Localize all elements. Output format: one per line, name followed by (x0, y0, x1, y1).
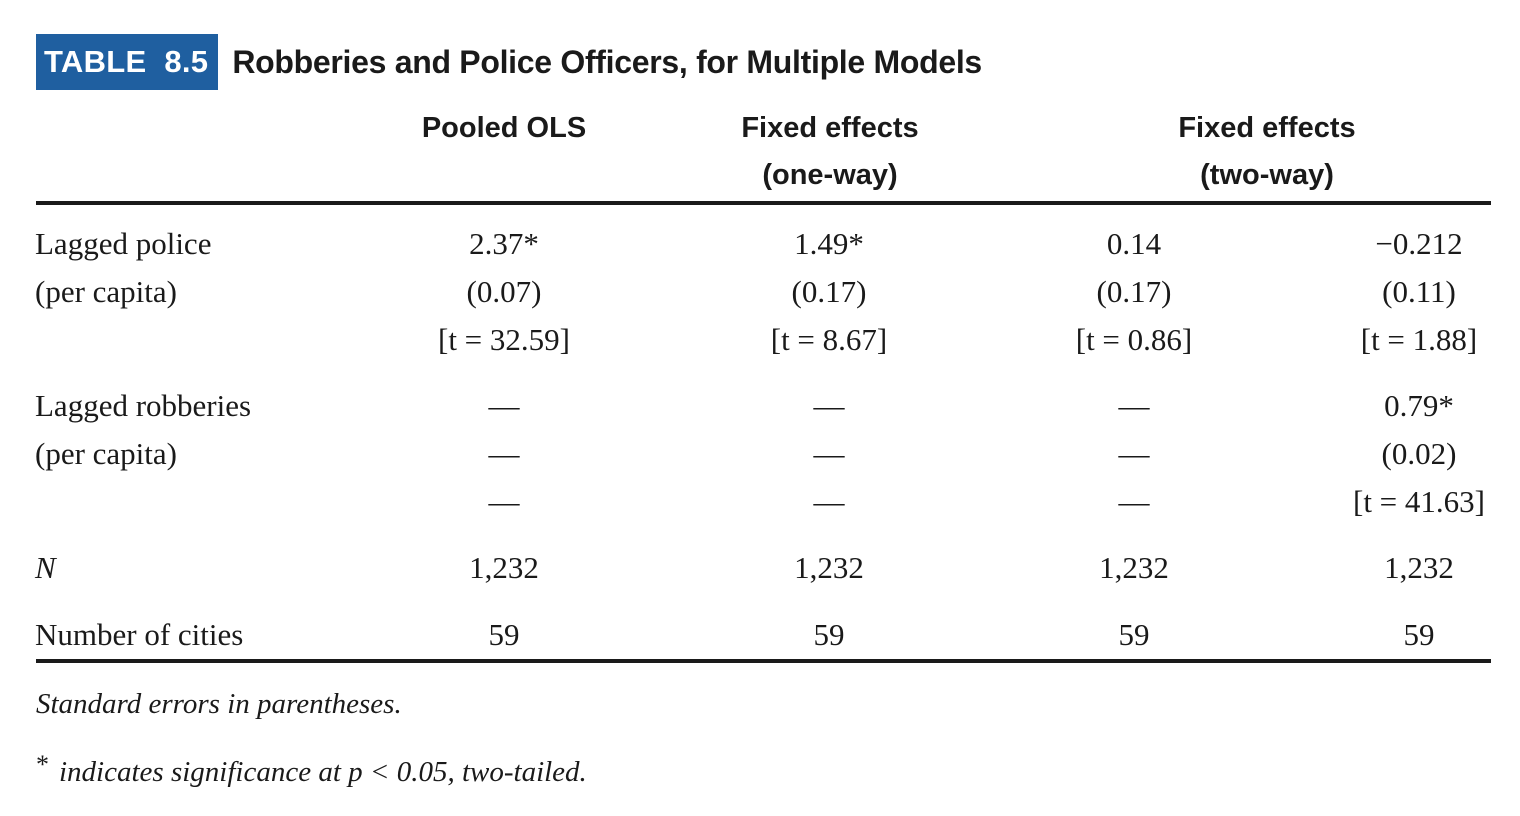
n-fe-twoway: 1,232 (1099, 550, 1169, 585)
note-asterisk: * (36, 750, 49, 779)
row-label-n: N (35, 550, 56, 585)
header-fe-twoway-line2: (two-way) (1200, 159, 1334, 191)
cities-fe-twoway: 59 (1118, 617, 1150, 652)
police-fe-twoway-coef: 0.14 (1106, 226, 1162, 261)
n-pooled: 1,232 (469, 550, 539, 585)
cities-lagged-dv: 59 (1403, 617, 1435, 652)
row-label-lagged-robberies-unit: (per capita) (35, 436, 177, 471)
robberies-fe-oneway-t: — (813, 484, 845, 519)
police-pooled-coef: 2.37* (469, 226, 539, 261)
police-pooled-se: (0.07) (466, 274, 542, 309)
robberies-fe-oneway-coef: — (813, 388, 845, 423)
header-rule (36, 201, 1491, 205)
table-number-label: TABLE 8.5 (36, 34, 219, 90)
cities-pooled: 59 (488, 617, 520, 652)
n-lagged-dv: 1,232 (1384, 550, 1454, 585)
police-fe-oneway-se: (0.17) (791, 274, 867, 309)
police-fe-twoway-t: [t = 0.86] (1075, 322, 1193, 357)
police-lagged-dv-t: [t = 1.88] (1360, 322, 1478, 357)
header-fe-oneway-line1: Fixed effects (741, 112, 919, 144)
police-fe-twoway-se: (0.17) (1096, 274, 1172, 309)
row-label-lagged-police-unit: (per capita) (35, 274, 177, 309)
robberies-fe-twoway-coef: — (1118, 388, 1150, 423)
robberies-pooled-se: — (488, 436, 520, 471)
header-fe-twoway-line1: Fixed effects (1178, 112, 1356, 144)
table-title-row: TABLE 8.5 Robberies and Police Officers,… (36, 34, 982, 90)
police-fe-oneway-coef: 1.49* (794, 226, 864, 261)
robberies-fe-oneway-se: — (813, 436, 845, 471)
robberies-lagged-dv-t: [t = 41.63] (1353, 484, 1485, 519)
robberies-fe-twoway-t: — (1118, 484, 1150, 519)
cities-fe-oneway: 59 (813, 617, 845, 652)
header-pooled-ols: Pooled OLS (421, 112, 587, 144)
bottom-rule (36, 659, 1491, 663)
row-label-number-of-cities: Number of cities (35, 617, 244, 652)
row-label-lagged-robberies: Lagged robberies (35, 388, 252, 423)
police-pooled-t: [t = 32.59] (438, 322, 570, 357)
police-fe-oneway-t: [t = 8.67] (770, 322, 888, 357)
robberies-lagged-dv-se: (0.02) (1381, 436, 1457, 471)
header-fe-oneway-line2: (one-way) (762, 159, 898, 191)
robberies-pooled-coef: — (488, 388, 520, 423)
note-significance-text: indicates significance at p < 0.05, two-… (59, 756, 587, 788)
police-lagged-dv-coef: −0.212 (1375, 226, 1463, 261)
note-significance: * indicates significance at p < 0.05, two… (36, 750, 587, 789)
n-fe-oneway: 1,232 (794, 550, 864, 585)
row-label-lagged-police: Lagged police (35, 226, 212, 261)
table-title: Robberies and Police Officers, for Multi… (232, 43, 982, 80)
note-standard-errors: Standard errors in parentheses. (36, 688, 402, 720)
police-lagged-dv-se: (0.11) (1382, 274, 1456, 309)
robberies-pooled-t: — (488, 484, 520, 519)
robberies-lagged-dv-coef: 0.79* (1384, 388, 1454, 423)
robberies-fe-twoway-se: — (1118, 436, 1150, 471)
